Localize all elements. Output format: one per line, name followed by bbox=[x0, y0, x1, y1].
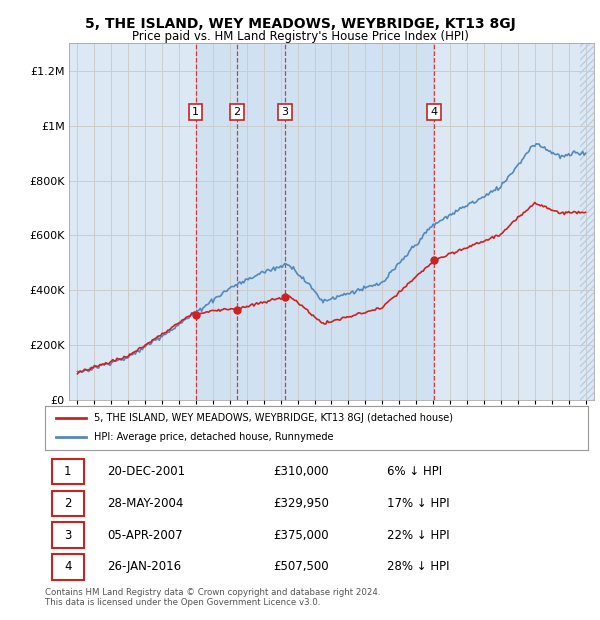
Text: 4: 4 bbox=[431, 107, 438, 117]
FancyBboxPatch shape bbox=[52, 459, 84, 484]
FancyBboxPatch shape bbox=[52, 523, 84, 548]
Text: 1: 1 bbox=[192, 107, 199, 117]
Text: 22% ↓ HPI: 22% ↓ HPI bbox=[387, 529, 450, 542]
Text: £375,000: £375,000 bbox=[273, 529, 329, 542]
Text: 1: 1 bbox=[64, 465, 71, 478]
Text: 4: 4 bbox=[64, 560, 71, 574]
Text: 20-DEC-2001: 20-DEC-2001 bbox=[107, 465, 185, 478]
Text: £507,500: £507,500 bbox=[273, 560, 329, 574]
Text: Price paid vs. HM Land Registry's House Price Index (HPI): Price paid vs. HM Land Registry's House … bbox=[131, 30, 469, 43]
Text: £310,000: £310,000 bbox=[273, 465, 329, 478]
Text: Contains HM Land Registry data © Crown copyright and database right 2024.
This d: Contains HM Land Registry data © Crown c… bbox=[45, 588, 380, 607]
Text: 28-MAY-2004: 28-MAY-2004 bbox=[107, 497, 184, 510]
Text: HPI: Average price, detached house, Runnymede: HPI: Average price, detached house, Runn… bbox=[94, 432, 334, 442]
Text: 26-JAN-2016: 26-JAN-2016 bbox=[107, 560, 182, 574]
Text: 6% ↓ HPI: 6% ↓ HPI bbox=[387, 465, 442, 478]
Text: 5, THE ISLAND, WEY MEADOWS, WEYBRIDGE, KT13 8GJ: 5, THE ISLAND, WEY MEADOWS, WEYBRIDGE, K… bbox=[85, 17, 515, 32]
Text: 17% ↓ HPI: 17% ↓ HPI bbox=[387, 497, 450, 510]
FancyBboxPatch shape bbox=[52, 554, 84, 580]
Text: 2: 2 bbox=[64, 497, 71, 510]
Bar bbox=[196, 43, 434, 400]
Text: 2: 2 bbox=[233, 107, 241, 117]
Text: 3: 3 bbox=[64, 529, 71, 542]
Text: 28% ↓ HPI: 28% ↓ HPI bbox=[387, 560, 449, 574]
Text: £329,950: £329,950 bbox=[273, 497, 329, 510]
Text: 3: 3 bbox=[281, 107, 289, 117]
FancyBboxPatch shape bbox=[52, 490, 84, 516]
Text: 5, THE ISLAND, WEY MEADOWS, WEYBRIDGE, KT13 8GJ (detached house): 5, THE ISLAND, WEY MEADOWS, WEYBRIDGE, K… bbox=[94, 414, 453, 423]
Text: 05-APR-2007: 05-APR-2007 bbox=[107, 529, 183, 542]
